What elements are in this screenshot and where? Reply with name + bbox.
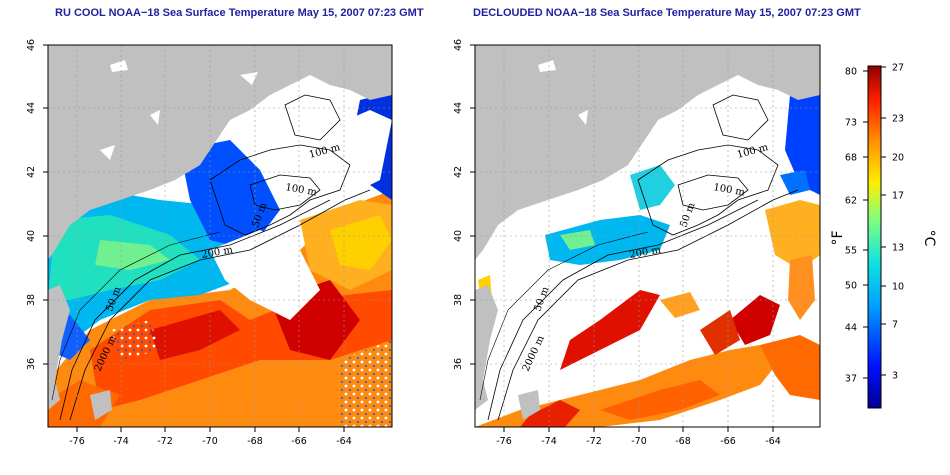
left-lon-axis: -76 -74 -72 -70 -68 -66 -64 [69,427,352,447]
lat-tick-label: 42 [26,166,37,178]
colorbar-f-label: 44 [845,323,857,334]
left-contour-2000m [69,189,371,421]
lat-tick-label: 44 [26,102,37,114]
lon-tick-label: -74 [113,436,129,447]
lat-tick-label: 40 [26,230,37,242]
lon-tick-label: -72 [586,436,602,447]
lat-tick-label: 46 [453,39,464,51]
colorbar-c-label: 27 [892,63,904,74]
colorbar-f-label: 55 [845,246,857,257]
right-contour-100m [637,144,779,236]
right-graticule [475,45,820,427]
colorbar-f-label: 80 [845,67,857,78]
left-land [48,45,392,260]
colorbar-f-label: 62 [845,196,857,207]
lon-tick-label: -76 [496,436,512,447]
right-lat-axis: 36 38 40 42 44 46 [453,39,475,370]
lon-tick-label: -70 [631,436,647,447]
lon-tick-label: -74 [541,436,557,447]
colorbar-c-label: 10 [892,282,904,293]
lat-tick-label: 44 [453,102,464,114]
colorbar-f-label: 73 [845,118,857,129]
colorbar-c-label: 3 [892,371,898,382]
left-graticule [48,45,392,427]
lon-tick-label: -64 [336,436,352,447]
lat-tick-label: 40 [453,230,464,242]
lon-tick-label: -66 [720,436,736,447]
lon-tick-label: -76 [69,436,85,447]
colorbar-unit-celsius: °C [921,230,937,247]
colorbar-f-label: 68 [845,153,857,164]
colorbar-c-label: 23 [892,114,904,125]
right-cool-water [545,215,670,265]
colorbar-f-label: 50 [845,281,857,292]
left-contour-100m [209,144,351,236]
colorbar-c-label: 7 [892,320,898,331]
lat-tick-label: 38 [453,294,464,306]
colorbar [867,65,882,409]
lon-tick-label: -64 [765,436,781,447]
lon-tick-label: -68 [247,436,263,447]
lat-tick-label: 46 [26,39,37,51]
lat-tick-label: 38 [26,294,37,306]
right-land [475,45,820,260]
left-lat-axis: 36 38 40 42 44 46 [26,39,48,370]
right-map: 100 m 100 m 50 m 200 m 50 m 2000 m [475,45,820,427]
left-map-title: RU COOL NOAA−18 Sea Surface Temperature … [55,7,424,19]
lat-tick-label: 42 [453,166,464,178]
colorbar-c-label: 13 [892,243,904,254]
lon-tick-label: -68 [675,436,691,447]
right-contour-2000m [497,189,799,421]
right-map-title: DECLOUDED NOAA−18 Sea Surface Temperatur… [473,7,861,19]
right-lon-axis: -76 -74 -72 -70 -68 -66 -64 [496,427,781,447]
colorbar-f-label: 37 [845,374,857,385]
colorbar-c-label: 20 [892,153,904,164]
lon-tick-label: -70 [202,436,218,447]
lat-tick-label: 36 [26,358,37,370]
lon-tick-label: -66 [291,436,307,447]
left-map: 100 m 100 m 50 m 200 m 50 m 2000 m [48,45,392,427]
colorbar-unit-fahrenheit: °F [830,230,846,245]
colorbar-c-label: 17 [892,191,904,202]
lon-tick-label: -72 [157,436,173,447]
lat-tick-label: 36 [453,358,464,370]
